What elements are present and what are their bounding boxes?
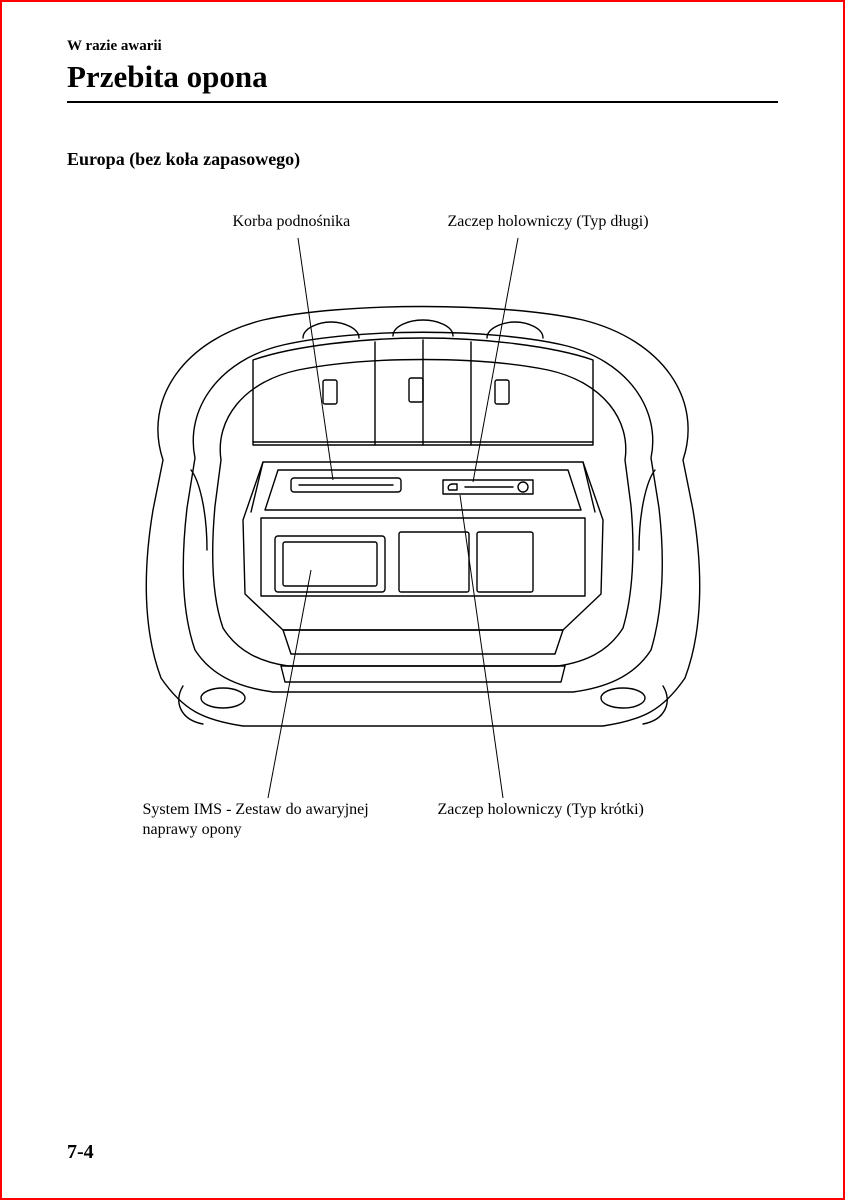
trunk-illustration <box>103 210 743 910</box>
page-number: 7-4 <box>67 1141 94 1164</box>
section-title: Europa (bez koła zapasowego) <box>67 149 778 170</box>
page-title: Przebita opona <box>67 59 778 103</box>
chapter-label: W razie awarii <box>67 38 778 55</box>
trunk-diagram: Korba podnośnika Zaczep holowniczy (Typ … <box>103 210 743 910</box>
